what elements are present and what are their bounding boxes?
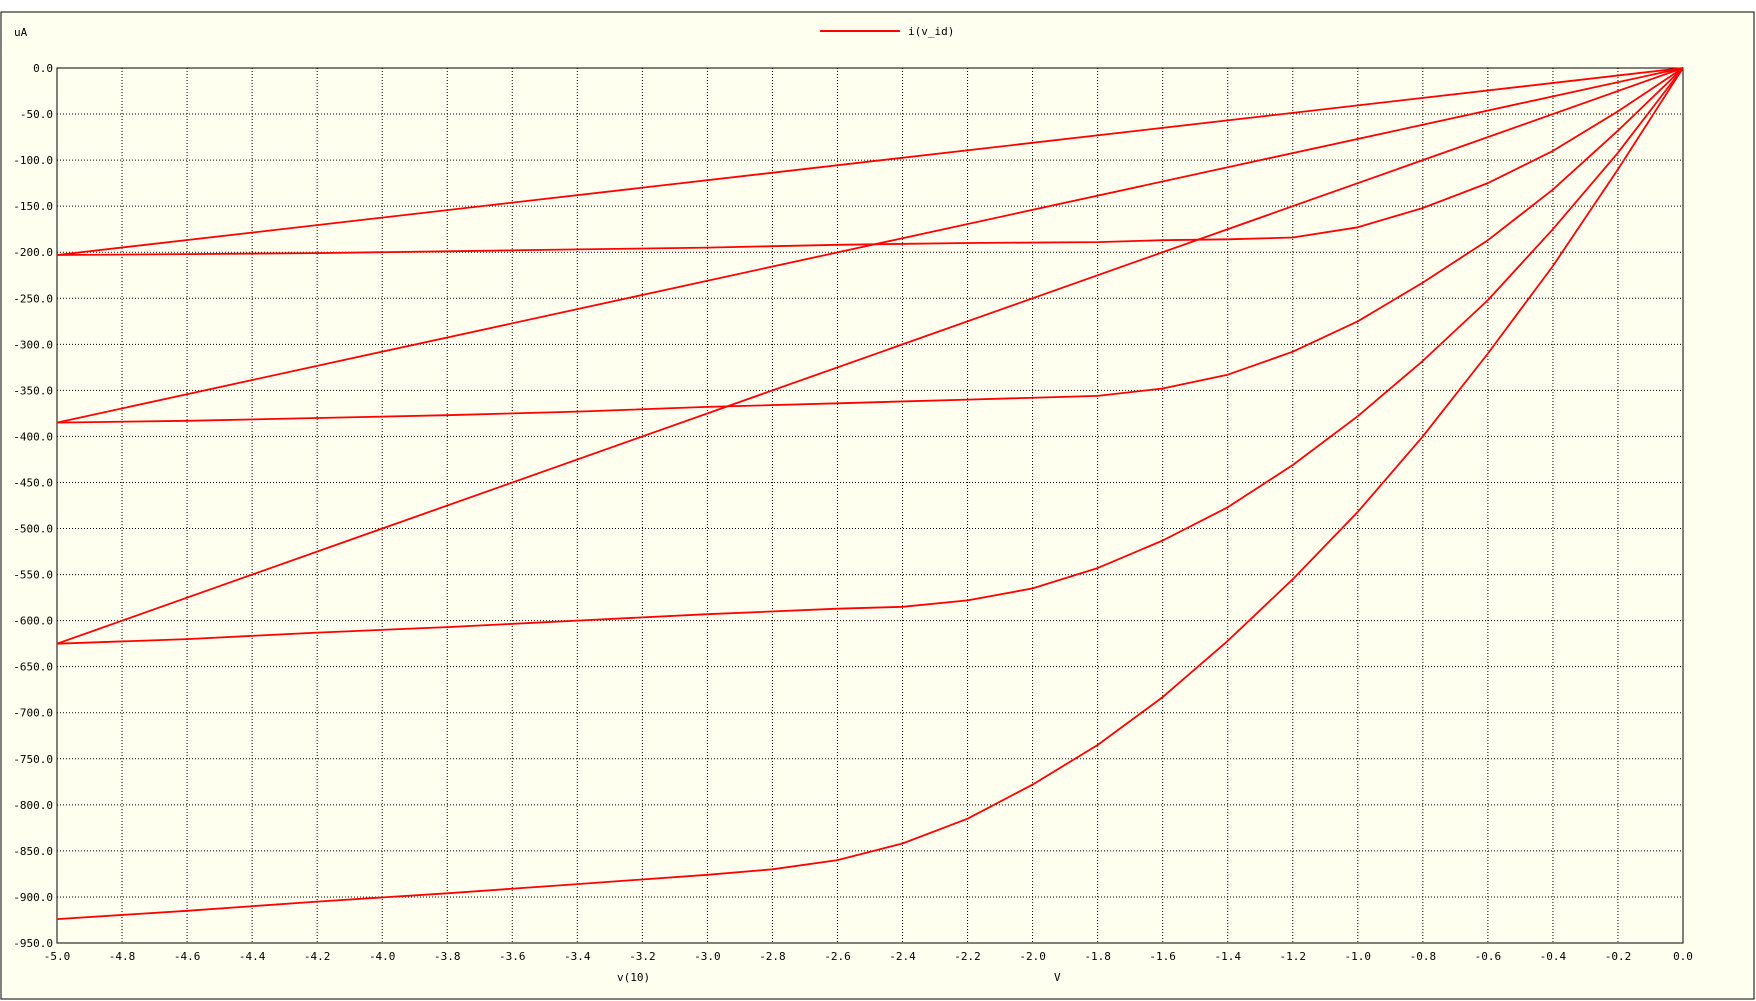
x-tick-label: -2.6 — [824, 950, 851, 963]
x-tick-label: -1.4 — [1214, 950, 1241, 963]
tick-label-layer: -5.0 -4.8 -4.6 -4.4 -4.2 -4.0 -3.8 -3.6 -3.4 -3.2… — [13, 62, 1693, 963]
x-axis-unit-label: V — [1054, 971, 1061, 984]
y-tick-label: -900.0 — [13, 891, 53, 904]
x-tick-label: -0.6 — [1475, 950, 1502, 963]
trace-line-4 — [56, 67, 1684, 256]
y-tick-label: -300.0 — [13, 338, 53, 351]
y-tick-label: -150.0 — [13, 200, 53, 213]
x-tick-label: -3.2 — [629, 950, 656, 963]
y-tick-label: -100.0 — [13, 154, 53, 167]
trace-line-3 — [56, 67, 1684, 424]
y-tick-label: -50.0 — [20, 108, 53, 121]
x-tick-label: -4.2 — [304, 950, 331, 963]
x-tick-label: -3.6 — [499, 950, 526, 963]
trace-line-7 — [56, 67, 1684, 256]
y-tick-label: -650.0 — [13, 661, 53, 674]
y-tick-label: -850.0 — [13, 845, 53, 858]
y-axis-unit-label: uA — [14, 26, 28, 39]
x-tick-label: -4.8 — [109, 950, 136, 963]
x-tick-label: -3.8 — [434, 950, 461, 963]
x-tick-label: -1.6 — [1149, 950, 1176, 963]
legend: i(v_id) — [820, 25, 954, 38]
x-tick-label: -2.4 — [889, 950, 916, 963]
x-tick-label: -4.0 — [369, 950, 396, 963]
x-tick-label: -1.0 — [1345, 950, 1372, 963]
y-tick-label: -400.0 — [13, 430, 53, 443]
x-tick-label: -5.0 — [44, 950, 71, 963]
x-tick-label: -1.2 — [1280, 950, 1307, 963]
trace-line-6 — [56, 67, 1684, 424]
y-tick-label: -250.0 — [13, 292, 53, 305]
y-tick-label: -450.0 — [13, 476, 53, 489]
x-tick-label: -3.4 — [564, 950, 591, 963]
x-tick-label: -1.8 — [1084, 950, 1111, 963]
y-tick-label: 0.0 — [33, 62, 53, 75]
y-tick-label: -800.0 — [13, 799, 53, 812]
plot-background — [0, 11, 1755, 1000]
y-tick-label: -750.0 — [13, 753, 53, 766]
y-tick-label: -600.0 — [13, 615, 53, 628]
x-tick-label: -2.0 — [1019, 950, 1046, 963]
x-tick-label: -2.2 — [954, 950, 981, 963]
x-tick-label: -0.2 — [1605, 950, 1632, 963]
y-tick-label: -350.0 — [13, 384, 53, 397]
x-tick-label: -2.8 — [759, 950, 786, 963]
trace-line-2 — [56, 67, 1684, 645]
y-tick-label: -500.0 — [13, 523, 53, 536]
x-tick-label: -4.4 — [239, 950, 266, 963]
y-tick-label: -200.0 — [13, 246, 53, 259]
y-tick-label: -550.0 — [13, 569, 53, 582]
trace-layer — [56, 67, 1684, 920]
trace-line-1 — [56, 67, 1684, 920]
x-tick-label: -3.0 — [694, 950, 721, 963]
x-tick-label: -4.6 — [174, 950, 201, 963]
legend-label: i(v_id) — [908, 25, 954, 38]
x-tick-label: 0.0 — [1673, 950, 1693, 963]
x-tick-label: -0.4 — [1540, 950, 1567, 963]
y-tick-label: -950.0 — [13, 937, 53, 950]
trace-line-5 — [56, 67, 1684, 645]
y-tick-label: -700.0 — [13, 707, 53, 720]
x-axis-label: v(10) — [617, 971, 650, 984]
x-tick-label: -0.8 — [1410, 950, 1437, 963]
plot-frame — [56, 67, 1684, 944]
